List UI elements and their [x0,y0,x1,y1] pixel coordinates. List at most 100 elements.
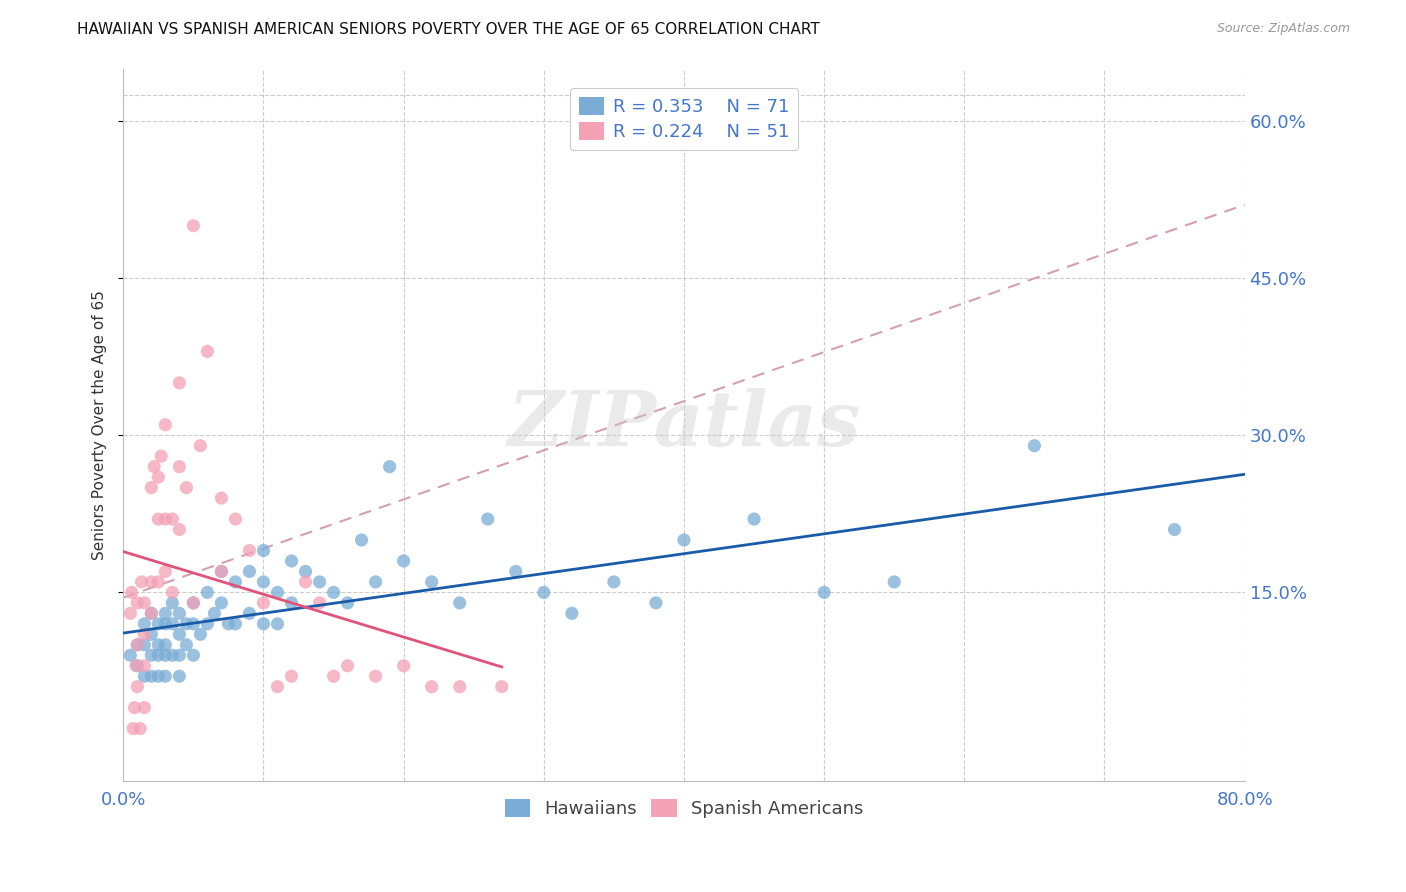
Point [162,512,184,526]
Point [176,616,198,631]
Point [148,669,170,683]
Point [190,439,212,453]
Point [150,449,173,463]
Point [155,638,177,652]
Point [141,574,163,589]
Point [813,585,835,599]
Point [122,722,145,736]
Point [420,574,443,589]
Point [183,648,205,663]
Point [883,574,905,589]
Point [420,680,443,694]
Point [322,585,344,599]
Point [197,585,219,599]
Point [121,585,143,599]
Point [364,669,387,683]
Point [141,607,163,621]
Point [603,574,626,589]
Point [169,607,191,621]
Point [392,658,415,673]
Point [209,565,232,579]
Point [155,669,177,683]
Point [224,512,246,526]
Point [134,658,156,673]
Point [183,596,205,610]
Point [224,616,246,631]
Point [134,669,156,683]
Point [266,616,288,631]
Point [127,596,149,610]
Point [190,627,212,641]
Point [252,596,274,610]
Point [183,596,205,610]
Point [336,596,359,610]
Point [378,459,401,474]
Point [252,616,274,631]
Legend: Hawaiians, Spanish Americans: Hawaiians, Spanish Americans [498,792,870,825]
Point [155,565,177,579]
Point [350,533,373,547]
Point [162,616,184,631]
Point [336,658,359,673]
Point [308,596,330,610]
Point [155,648,177,663]
Point [148,648,170,663]
Point [169,669,191,683]
Point [561,607,583,621]
Point [134,700,156,714]
Point [238,565,260,579]
Point [134,638,156,652]
Point [294,565,316,579]
Point [202,607,225,621]
Point [280,554,302,568]
Point [127,680,149,694]
Point [148,638,170,652]
Point [197,344,219,359]
Text: Source: ZipAtlas.com: Source: ZipAtlas.com [1216,22,1350,36]
Y-axis label: Seniors Poverty Over the Age of 65: Seniors Poverty Over the Age of 65 [93,290,107,559]
Point [162,585,184,599]
Point [645,596,668,610]
Point [280,669,302,683]
Point [155,417,177,432]
Point [141,481,163,495]
Point [217,616,239,631]
Point [148,512,170,526]
Point [176,481,198,495]
Point [266,680,288,694]
Point [134,616,156,631]
Point [1163,523,1185,537]
Point [162,596,184,610]
Point [134,596,156,610]
Point [308,574,330,589]
Text: ZIPatlas: ZIPatlas [508,388,860,462]
Point [197,616,219,631]
Point [131,574,153,589]
Point [238,607,260,621]
Point [224,574,246,589]
Point [477,512,499,526]
Point [155,607,177,621]
Point [672,533,695,547]
Point [505,565,527,579]
Point [322,669,344,683]
Point [176,638,198,652]
Point [169,648,191,663]
Point [742,512,765,526]
Point [125,658,148,673]
Point [280,596,302,610]
Point [155,616,177,631]
Point [294,574,316,589]
Point [129,722,152,736]
Point [141,607,163,621]
Point [120,607,142,621]
Point [449,596,471,610]
Point [134,627,156,641]
Point [127,658,149,673]
Point [209,596,232,610]
Point [141,648,163,663]
Point [120,648,142,663]
Point [169,523,191,537]
Point [183,219,205,233]
Point [143,459,166,474]
